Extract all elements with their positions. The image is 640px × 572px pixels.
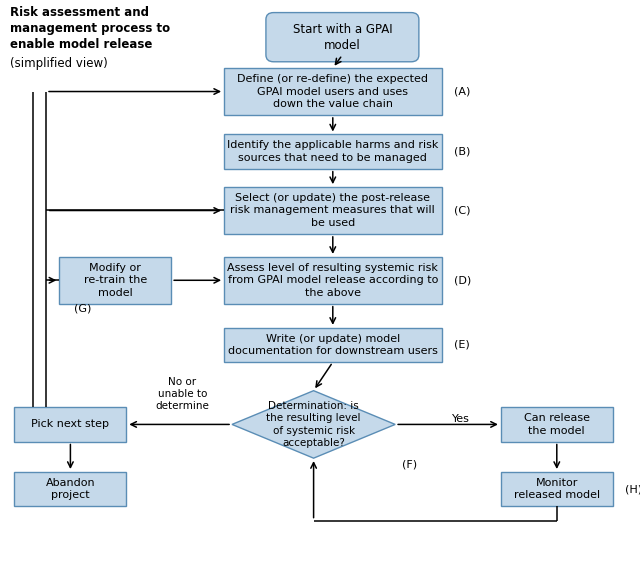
- FancyBboxPatch shape: [224, 187, 442, 234]
- Text: (H): (H): [625, 484, 640, 494]
- Text: (B): (B): [454, 146, 470, 157]
- FancyBboxPatch shape: [15, 407, 127, 442]
- Text: Yes: Yes: [452, 414, 470, 424]
- FancyBboxPatch shape: [15, 472, 127, 506]
- Text: Monitor
released model: Monitor released model: [514, 478, 600, 500]
- Text: (simplified view): (simplified view): [10, 57, 108, 70]
- Text: (G): (G): [74, 304, 91, 314]
- FancyBboxPatch shape: [224, 68, 442, 115]
- FancyBboxPatch shape: [224, 257, 442, 304]
- Text: Modify or
re-train the
model: Modify or re-train the model: [84, 263, 147, 297]
- Text: (C): (C): [454, 205, 470, 216]
- FancyBboxPatch shape: [60, 257, 172, 304]
- FancyBboxPatch shape: [266, 13, 419, 62]
- FancyBboxPatch shape: [224, 134, 442, 169]
- Text: Pick next step: Pick next step: [31, 419, 109, 430]
- Text: (F): (F): [402, 459, 417, 470]
- Text: Risk assessment and
management process to
enable model release: Risk assessment and management process t…: [10, 6, 170, 51]
- FancyBboxPatch shape: [500, 472, 613, 506]
- Text: Can release
the model: Can release the model: [524, 413, 590, 436]
- Text: Identify the applicable harms and risk
sources that need to be managed: Identify the applicable harms and risk s…: [227, 140, 438, 163]
- Text: No or
unable to
determine: No or unable to determine: [156, 378, 209, 411]
- Polygon shape: [232, 391, 395, 458]
- Text: (A): (A): [454, 86, 470, 97]
- Text: Abandon
project: Abandon project: [45, 478, 95, 500]
- FancyBboxPatch shape: [500, 407, 613, 442]
- Text: Start with a GPAI
model: Start with a GPAI model: [292, 23, 392, 51]
- Text: Determination: is
the resulting level
of systemic risk
acceptable?: Determination: is the resulting level of…: [266, 401, 361, 448]
- Text: (D): (D): [454, 275, 471, 285]
- FancyBboxPatch shape: [224, 328, 442, 362]
- Text: Define (or re-define) the expected
GPAI model users and uses
down the value chai: Define (or re-define) the expected GPAI …: [237, 74, 428, 109]
- Text: Assess level of resulting systemic risk
from GPAI model release according to
the: Assess level of resulting systemic risk …: [227, 263, 438, 297]
- Text: Write (or update) model
documentation for downstream users: Write (or update) model documentation fo…: [228, 333, 438, 356]
- Text: Select (or update) the post-release
risk management measures that will
be used: Select (or update) the post-release risk…: [230, 193, 435, 228]
- Text: (E): (E): [454, 340, 470, 350]
